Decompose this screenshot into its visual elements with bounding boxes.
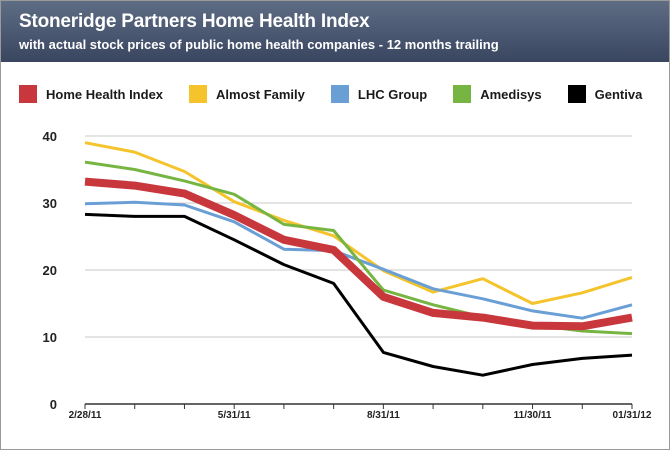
- legend-label: LHC Group: [357, 86, 428, 102]
- legend-label: Almost Family: [216, 86, 305, 102]
- chart-header: Stoneridge Partners Home Health Index wi…: [1, 1, 669, 62]
- y-tick-label: 40: [43, 129, 57, 144]
- legend-item: LHC Group: [330, 85, 428, 103]
- x-tick-label: 11/30/11: [514, 410, 552, 421]
- legend-label: Amedisys: [480, 86, 542, 102]
- legend-item: Almost Family: [189, 85, 305, 103]
- series-line-home-health-index: [84, 177, 633, 331]
- legend-swatch: [453, 85, 472, 103]
- x-tick-label: 2/28/11: [69, 410, 102, 421]
- x-tick-label: 5/31/11: [218, 410, 251, 421]
- legend-swatch: [189, 85, 208, 103]
- series-line-gentiva: [84, 212, 633, 377]
- legend-swatch: [330, 85, 349, 103]
- x-tick-label: 8/31/11: [367, 410, 400, 421]
- chart-subtitle: with actual stock prices of public home …: [19, 37, 499, 52]
- y-tick-label: 10: [43, 330, 57, 345]
- y-tick-label: 0: [50, 397, 57, 412]
- chart-title: Stoneridge Partners Home Health Index: [19, 11, 370, 32]
- y-tick-label: 20: [43, 263, 57, 278]
- y-tick-label: 30: [43, 196, 57, 211]
- chart-legend: Home Health Index Almost Family LHC Group A…: [19, 85, 668, 103]
- series-line-almost-family: [84, 141, 633, 305]
- legend-item: Amedisys: [453, 85, 542, 103]
- legend-swatch: [19, 85, 37, 103]
- legend-label: Home Health Index: [46, 86, 164, 102]
- legend-swatch: [567, 85, 586, 103]
- legend-item: Gentiva: [567, 85, 643, 103]
- legend-item: Home Health Index: [19, 85, 163, 103]
- legend-label: Gentiva: [594, 86, 643, 102]
- x-tick-label: 01/31/12: [613, 410, 652, 421]
